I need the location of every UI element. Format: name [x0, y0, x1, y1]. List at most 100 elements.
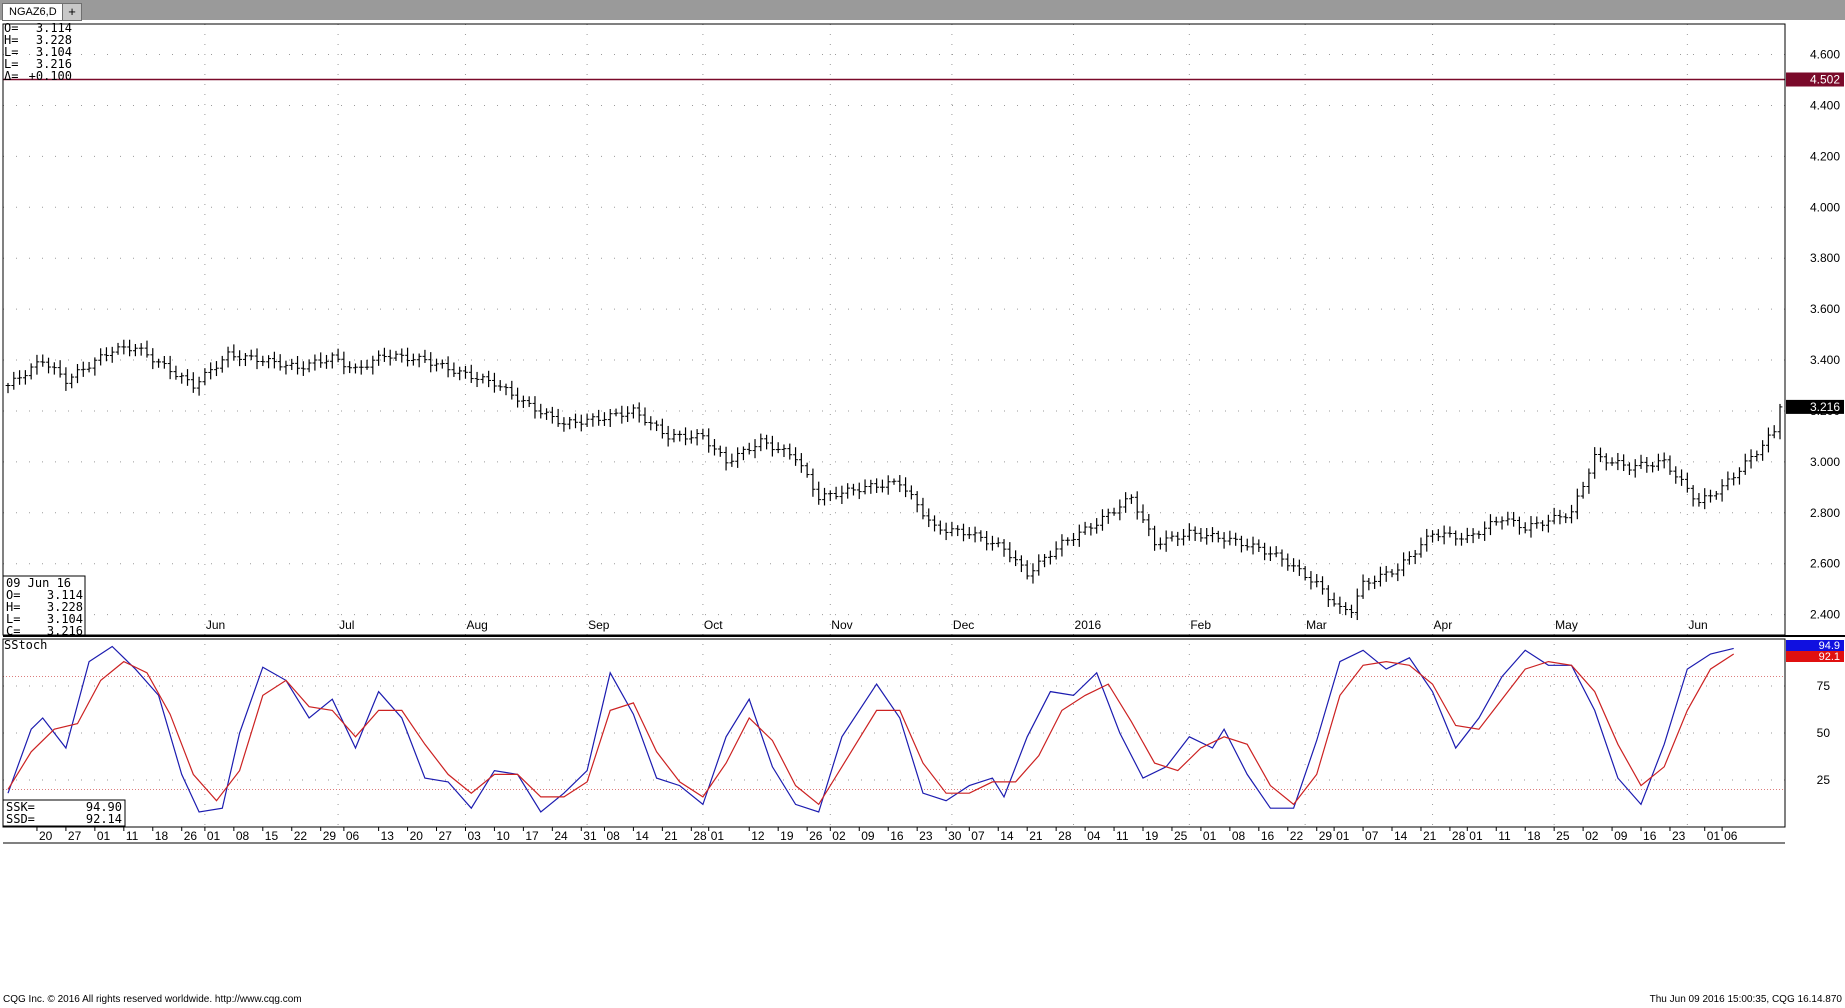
month-label: Sep [588, 618, 610, 632]
ohlc-bar [1447, 526, 1453, 538]
date-tick-label: 06 [346, 829, 360, 843]
ohlc-bar [254, 348, 260, 370]
date-tick-label: 23 [1672, 829, 1686, 843]
ohlc-bar [596, 409, 602, 426]
stoch-tick-label: 75 [1817, 679, 1831, 693]
date-tick-label: 23 [919, 829, 933, 843]
date-tick-label: 16 [1261, 829, 1275, 843]
ohlc-bar [891, 478, 897, 485]
ohlc-bar [1430, 530, 1435, 543]
date-tick-label: 29 [1319, 829, 1333, 843]
ohlc-bar [1690, 485, 1696, 507]
ohlc-bar [1239, 535, 1244, 553]
date-tick-label: 25 [1174, 829, 1188, 843]
ohlc-bar [1157, 537, 1163, 550]
header-readout-value: 3.228 [36, 33, 72, 47]
ohlc-bar [1598, 447, 1603, 463]
ohlc-bar [1435, 529, 1441, 542]
ohlc-bar [1424, 528, 1430, 552]
ohlc-bar [984, 531, 990, 551]
ohlc-bar [1256, 539, 1262, 552]
ohlc-bar [132, 344, 138, 357]
date-tick-label: 02 [1585, 829, 1599, 843]
ohlc-bar [156, 358, 161, 368]
date-tick-label: 01 [207, 829, 221, 843]
ohlc-bar [300, 361, 306, 376]
date-tick-label: 20 [39, 829, 53, 843]
ohlc-bar [11, 371, 17, 390]
ohlc-bar [1071, 532, 1076, 546]
ohlc-bar [150, 348, 156, 370]
ohlc-bar [549, 406, 555, 424]
ohlc-bar [474, 371, 480, 388]
ohlc-bar [237, 350, 243, 367]
ohlc-bar [607, 409, 613, 427]
stoch-readout-box [2, 799, 126, 827]
ohlc-bar [1320, 576, 1325, 595]
chart-tab[interactable]: NGAZ6,D [2, 3, 64, 21]
ohlc-bar [1076, 524, 1082, 547]
ohlc-bar [202, 368, 208, 386]
date-tick-label: 16 [890, 829, 904, 843]
ohlc-bar [382, 347, 387, 362]
ohlc-bar [1221, 532, 1227, 549]
ohlc-bar [1679, 469, 1684, 486]
ohlc-bar [590, 413, 596, 427]
date-tick-label: 10 [496, 829, 510, 843]
ohlc-bar [260, 355, 266, 367]
ohlc-bar [1343, 602, 1349, 616]
month-label: Feb [1190, 618, 1211, 632]
date-tick-label: 19 [1145, 829, 1159, 843]
ohlc-bar [1476, 530, 1482, 539]
date-tick-label: 01 [97, 829, 111, 843]
ohlc-bar [1268, 546, 1273, 561]
date-tick-label: 12 [751, 829, 765, 843]
ohlc-bar [978, 530, 984, 542]
date-tick-label: 21 [1029, 829, 1043, 843]
header-readout-label: Δ= [4, 69, 18, 83]
ohlc-bar [1655, 453, 1661, 471]
ohlc-bar [949, 521, 955, 537]
ohlc-bar [654, 420, 659, 432]
ohlc-bar [526, 396, 532, 408]
ohlc-bar [810, 468, 816, 497]
ohlc-bar [1042, 554, 1047, 568]
price-tick-label: 2.600 [1810, 557, 1840, 571]
ohlc-bar [335, 348, 341, 363]
ohlc-bar [439, 359, 445, 369]
ohlc-bar [642, 407, 648, 426]
month-label: Jun [206, 618, 225, 632]
stoch-readout-label: SSK= [6, 800, 35, 814]
ohlc-bar [1395, 563, 1401, 582]
grid [3, 24, 1785, 827]
ohlc-bar [324, 354, 329, 369]
header-readout-label: L= [4, 57, 18, 71]
ohlc-bar [584, 413, 590, 428]
ohlc-bar [1013, 550, 1019, 567]
ohlc-bar [1100, 509, 1105, 531]
header-readout-label: L= [4, 45, 18, 59]
ohlc-bar [515, 387, 520, 408]
ohlc-bar [1406, 551, 1412, 565]
month-label: Nov [831, 618, 852, 632]
ohlc-bar [1661, 452, 1667, 469]
ohlc-bar [908, 485, 914, 500]
ohlc-bar [613, 408, 619, 417]
ohlc-bar [329, 352, 335, 369]
date-tick-label: 14 [635, 829, 649, 843]
ohlc-bar [746, 442, 752, 455]
date-tick-label: 07 [971, 829, 985, 843]
ohlc-bar [1366, 577, 1372, 591]
chart-area[interactable]: 2.4002.6002.8003.0003.2003.4003.6003.800… [0, 20, 1845, 992]
ohlc-bar [1123, 492, 1129, 513]
add-tab-button[interactable]: + [62, 3, 82, 21]
ohlc-bar [1001, 539, 1007, 557]
ohlc-bar [173, 365, 179, 380]
ohlc-bar [1470, 528, 1476, 544]
ohlc-bar [1725, 471, 1731, 491]
ohlc-bar [399, 348, 405, 363]
ohlc-bar [1644, 456, 1650, 473]
header-readout-value: 3.104 [36, 45, 72, 59]
ohlc-bar [723, 446, 729, 471]
ohlc-bar [416, 353, 422, 368]
